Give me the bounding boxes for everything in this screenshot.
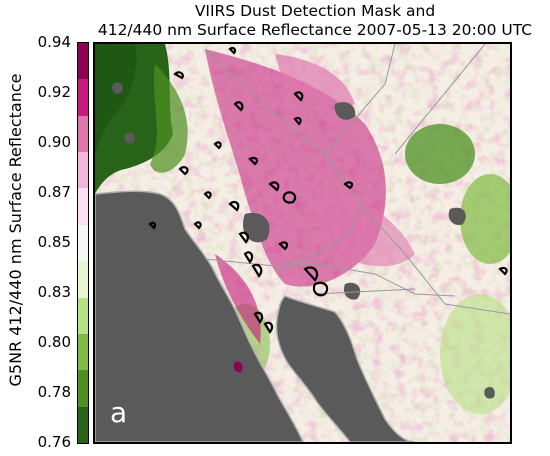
- map-title-line-1: VIIRS Dust Detection Mask and: [194, 2, 436, 20]
- panel-label: a: [110, 396, 128, 429]
- colorbar-tick: 0.83: [37, 283, 71, 301]
- colorbar-segment: [78, 297, 88, 334]
- reflectance-map: [93, 42, 512, 444]
- green-patch-far-east: [460, 174, 510, 264]
- colorbar-tick: 0.94: [37, 33, 71, 51]
- forest-region-core: [95, 44, 137, 154]
- lake: [448, 207, 466, 226]
- colorbar-tick: 0.92: [37, 83, 71, 101]
- gulf-of-california: [275, 295, 416, 442]
- colorbar: [77, 42, 89, 444]
- colorbar-segment: [78, 224, 88, 262]
- colorbar-segment: [78, 406, 88, 443]
- colorbar-segment: [78, 370, 88, 407]
- colorbar-tick: 0.78: [37, 383, 71, 401]
- political-borders: [204, 44, 510, 315]
- colorbar-tick: 0.90: [37, 133, 71, 151]
- lake: [243, 212, 270, 243]
- colorbar-segment: [78, 43, 88, 80]
- colorbar-label: G5NR 412/440 nm Surface Reflectance: [6, 73, 25, 387]
- colorbar-segment: [78, 79, 88, 116]
- colorbar-segment: [78, 188, 88, 225]
- high-reflectance-spot: [233, 361, 243, 373]
- map-title-line-2: 412/440 nm Surface Reflectance 2007-05-1…: [97, 21, 533, 39]
- colorbar-segment: [78, 152, 88, 189]
- green-patch-east: [405, 124, 475, 184]
- pacific-ocean: [95, 190, 304, 442]
- colorbar-tick: 0.87: [37, 183, 71, 201]
- lake: [484, 386, 495, 399]
- map-canvas: [95, 44, 510, 442]
- lake: [334, 102, 356, 120]
- high-reflectance-band-coastal: [215, 254, 261, 344]
- colorbar-segment: [78, 115, 88, 153]
- colorbar-segment: [78, 333, 88, 371]
- colorbar-tick: 0.76: [37, 433, 71, 451]
- dust-detection-contours: [148, 46, 508, 334]
- lake: [112, 82, 123, 94]
- green-patch-southeast: [440, 294, 510, 414]
- colorbar-tick: 0.85: [37, 233, 71, 251]
- lake: [124, 132, 135, 144]
- high-reflectance-band-north: [275, 54, 355, 107]
- high-reflectance-band-east: [315, 184, 415, 267]
- lake: [128, 279, 140, 292]
- colorbar-tick: 0.80: [37, 333, 71, 351]
- colorbar-segment: [78, 261, 88, 298]
- lake: [343, 282, 361, 300]
- forest-fringe: [150, 64, 188, 173]
